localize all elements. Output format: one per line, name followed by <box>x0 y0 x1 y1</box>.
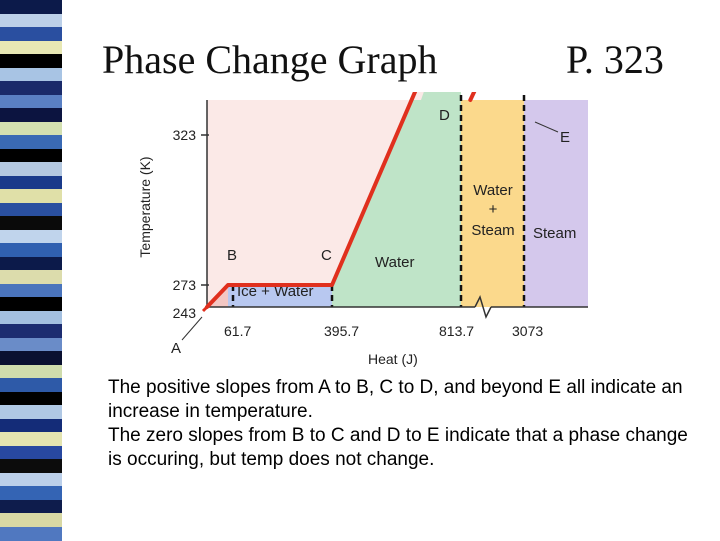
caption: The positive slopes from A to B, C to D,… <box>108 376 688 472</box>
stripe-block <box>0 108 62 122</box>
stripe-block <box>0 378 62 392</box>
point-label-b: B <box>227 247 237 264</box>
phase-regions <box>207 92 588 307</box>
region-label-water: Water <box>375 254 414 271</box>
chart-labels: A B C D E <box>171 107 570 357</box>
region-background-pink <box>207 92 424 307</box>
stripe-block <box>0 459 62 473</box>
stripe-block <box>0 432 62 446</box>
stripe-block <box>0 526 62 541</box>
stripe-block <box>0 148 62 163</box>
stripe-block <box>0 270 62 284</box>
point-label-e: E <box>560 129 570 146</box>
stripe-block <box>0 337 62 352</box>
heating-curve-line <box>205 92 477 309</box>
page-reference: P. 323 <box>566 37 664 82</box>
stripe-block <box>0 13 62 28</box>
stripe-block <box>0 162 62 176</box>
stripe-block <box>0 94 62 109</box>
stripe-block <box>0 81 62 95</box>
stripe-block <box>0 175 62 190</box>
point-label-c: C <box>321 247 332 264</box>
stripe-block <box>0 472 62 487</box>
region-label-steam: Steam <box>533 225 576 242</box>
point-label-d: D <box>439 107 450 124</box>
stripe-block <box>0 189 62 203</box>
point-label-a: A <box>171 340 181 357</box>
phase-boundary-lines <box>231 92 526 307</box>
x-axis-break-mark <box>474 294 492 320</box>
stripe-block <box>0 445 62 460</box>
region-label-water-steam-3: Steam <box>471 222 514 239</box>
stripe-block <box>0 202 62 217</box>
stripe-block <box>0 405 62 419</box>
decorative-stripe-bar <box>0 0 62 541</box>
stripe-block <box>0 364 62 379</box>
region-ice-water <box>228 285 332 307</box>
stripe-block <box>0 54 62 68</box>
x-tick-label: 61.7 <box>224 323 251 339</box>
stripe-block <box>0 486 62 500</box>
y-tick-label: 323 <box>173 127 197 143</box>
heating-curve <box>201 92 477 313</box>
stripe-block <box>0 391 62 406</box>
stripe-block <box>0 283 62 298</box>
phase-region-labels: Ice + Water Water Water + Steam Steam <box>237 182 576 300</box>
y-tick-label: 273 <box>173 277 197 293</box>
x-tick-label: 395.7 <box>324 323 359 339</box>
stripe-block <box>0 351 62 365</box>
stripe-block <box>0 324 62 338</box>
x-tick-label: 3073 <box>512 323 543 339</box>
caption-line-positive-slopes: The positive slopes from A to B, C to D,… <box>108 377 683 422</box>
region-label-water-steam-2: + <box>489 201 498 218</box>
stripe-block <box>0 243 62 257</box>
stripe-block <box>0 310 62 325</box>
region-water <box>332 92 461 307</box>
stripe-block <box>0 499 62 514</box>
region-label-water-steam-1: Water <box>473 182 512 199</box>
page-title: Phase Change Graph <box>102 37 438 82</box>
stripe-block <box>0 40 62 55</box>
stripe-block <box>0 513 62 527</box>
y-tick-label: 243 <box>173 305 197 321</box>
stripe-block <box>0 0 62 14</box>
region-steam <box>524 100 588 307</box>
heating-curve-start <box>201 305 209 313</box>
point-e-leader-line <box>534 121 559 133</box>
point-a-leader-line <box>181 316 203 341</box>
stripe-block <box>0 216 62 230</box>
stripe-block <box>0 297 62 311</box>
stripe-block <box>0 418 62 433</box>
y-axis-title: Temperature (K) <box>137 156 153 257</box>
x-tick-label: 813.7 <box>439 323 474 339</box>
stripe-block <box>0 256 62 271</box>
stripe-block <box>0 121 62 136</box>
x-axis-title: Heat (J) <box>368 351 418 367</box>
stripe-block <box>0 135 62 149</box>
stripe-block <box>0 67 62 82</box>
caption-line-zero-slopes: The zero slopes from B to C and D to E i… <box>108 425 688 470</box>
stripe-block <box>0 229 62 244</box>
stripe-block <box>0 27 62 41</box>
region-water-steam <box>461 100 524 307</box>
region-label-ice-water: Ice + Water <box>237 283 314 300</box>
